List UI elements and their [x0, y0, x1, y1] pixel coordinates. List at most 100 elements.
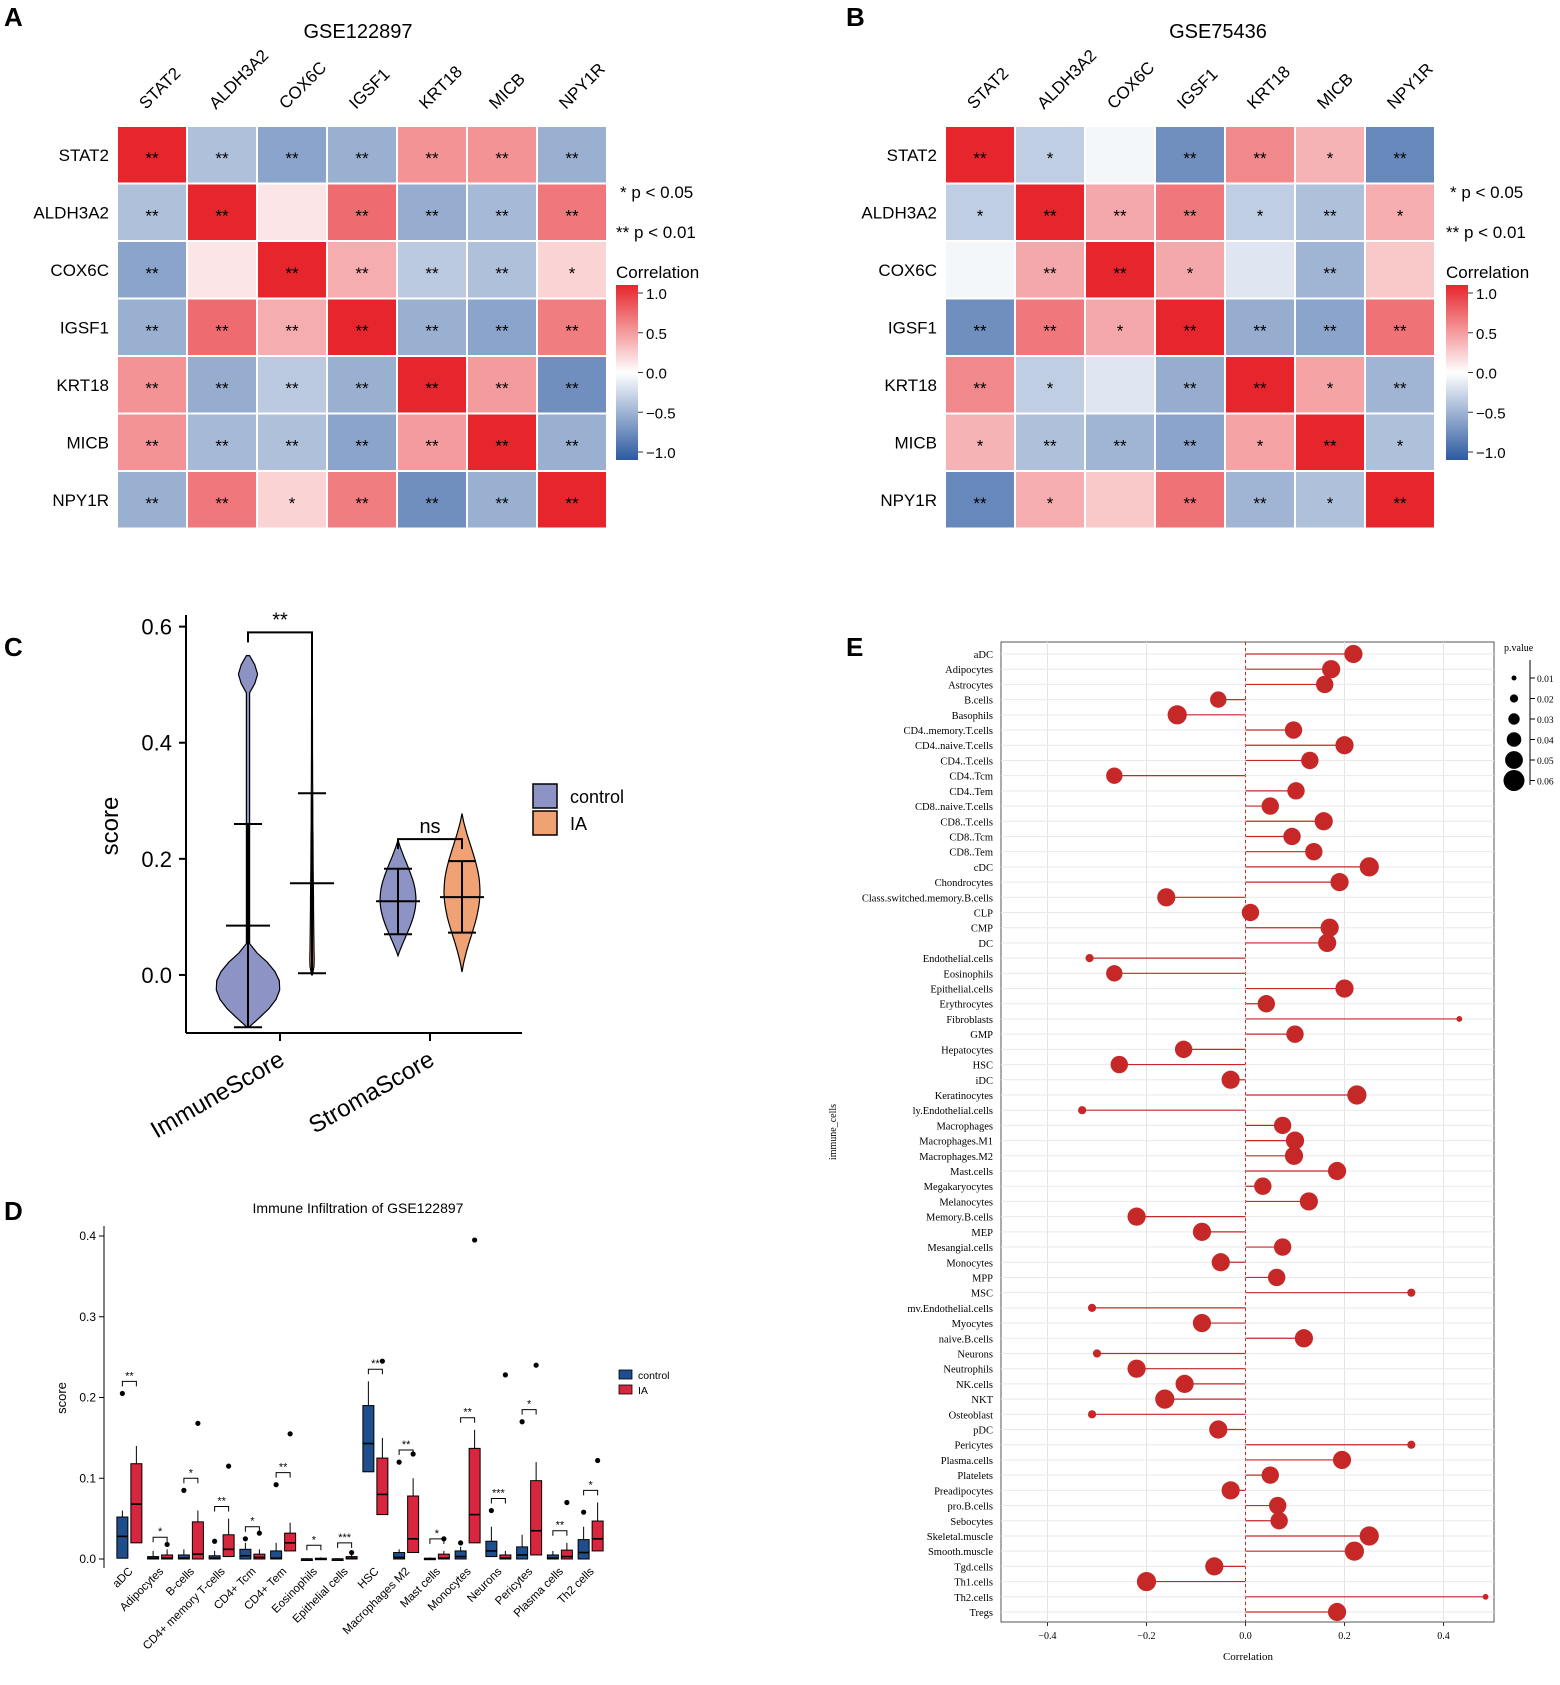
box-outlier	[458, 1540, 464, 1546]
heatmap-cell	[116, 182, 188, 242]
y-tick-label: B.cells	[964, 696, 993, 707]
x-tick-label: StromaScore	[304, 1046, 439, 1139]
heatmap-cell	[1294, 470, 1366, 530]
lollipop-point	[1092, 1349, 1102, 1358]
cell-significance: **	[973, 494, 987, 513]
cell-significance: **	[565, 149, 579, 168]
cell-significance: **	[495, 494, 509, 513]
y-tick-label: NK.cells	[956, 1380, 993, 1391]
cell-significance: **	[1253, 321, 1267, 340]
heatmap-cell	[1084, 412, 1156, 472]
y-tick-label: Tgd.cells	[954, 1562, 993, 1573]
cell-significance: **	[1113, 206, 1127, 225]
significance-label: **	[217, 1496, 226, 1508]
heatmap-cell	[1084, 125, 1156, 185]
lollipop-point	[1273, 1116, 1292, 1135]
size-legend-dot	[1506, 732, 1522, 747]
cell-significance: **	[285, 264, 299, 283]
y-tick-label: Melanocytes	[939, 1197, 993, 1208]
legend-swatch	[532, 810, 558, 836]
cell-significance: **	[425, 264, 439, 283]
sig-legend-2: ** p < 0.01	[616, 223, 696, 242]
row-label: NPY1R	[880, 491, 937, 510]
significance-label: **	[272, 609, 288, 631]
cell-significance: *	[1397, 206, 1404, 225]
size-legend-dot	[1503, 770, 1525, 791]
significance-label: **	[371, 1358, 380, 1370]
legend-swatch	[618, 1384, 633, 1395]
box-body	[468, 1447, 481, 1544]
heatmap-cell	[326, 297, 398, 357]
y-tick-label: pDC	[973, 1426, 993, 1437]
heatmap-cell	[1014, 470, 1086, 530]
heatmap-cell	[1084, 297, 1156, 357]
y-tick-label: Endothelial.cells	[923, 954, 993, 965]
lollipop-point	[1241, 903, 1260, 922]
heatmap-cell	[1014, 182, 1086, 242]
lollipop-point	[1327, 1602, 1347, 1622]
box-outlier	[212, 1538, 218, 1544]
lollipop-point	[1322, 660, 1341, 679]
box-body	[191, 1521, 204, 1560]
colorbar	[616, 285, 638, 460]
plot-frame	[1000, 641, 1495, 1623]
cell-significance: **	[355, 494, 369, 513]
y-tick-label: CLP	[974, 909, 993, 920]
row-label: IGSF1	[60, 318, 109, 337]
y-tick-label: 0.0	[141, 963, 172, 988]
cell-significance: *	[977, 436, 984, 455]
y-tick-label: Adipocytes	[945, 665, 993, 676]
cell-significance: **	[973, 379, 987, 398]
cell-significance: **	[1253, 149, 1267, 168]
lollipop-point	[1110, 1055, 1128, 1074]
y-tick-label: 0.1	[79, 1471, 96, 1485]
boxplot-title: Immune Infiltration of GSE122897	[253, 1200, 464, 1216]
cell-significance: **	[145, 494, 159, 513]
box-outlier	[195, 1420, 201, 1426]
cell-significance: **	[285, 149, 299, 168]
lollipop-point	[1078, 1106, 1087, 1115]
cell-significance: **	[145, 206, 159, 225]
cell-significance: **	[425, 149, 439, 168]
box-body	[454, 1550, 467, 1560]
y-tick-label: Skeletal.muscle	[927, 1532, 994, 1543]
panel-letter-e: E	[846, 632, 863, 662]
cell-significance: **	[1323, 321, 1337, 340]
lollipop-panel-e: −0.4 −0.2 0.0 0.2 0.4 Correlation immune_cells…	[828, 641, 1554, 1663]
box-body	[499, 1554, 512, 1560]
legend-swatch	[532, 783, 558, 809]
lollipop-point	[1344, 644, 1363, 664]
heatmap-cell	[944, 355, 1016, 415]
lollipop-point	[1155, 1389, 1175, 1409]
size-legend-label: 0.04	[1537, 737, 1554, 747]
cell-significance: **	[1323, 264, 1337, 283]
box-outlier	[164, 1541, 170, 1548]
lollipop-point	[1456, 1016, 1463, 1022]
heatmap-cell	[396, 240, 468, 300]
significance-label: *	[250, 1516, 255, 1528]
column-label: NPY1R	[555, 59, 609, 113]
colorbar-title: Correlation	[1446, 263, 1529, 282]
column-label: IGSF1	[345, 65, 393, 113]
panel-letter-a: A	[4, 2, 23, 32]
y-tick-label: CMP	[971, 924, 993, 935]
box-outlier	[287, 1431, 293, 1437]
row-label: MICB	[895, 433, 938, 452]
cell-significance: **	[1393, 379, 1407, 398]
cell-significance: **	[565, 321, 579, 340]
heatmap-cell	[1014, 412, 1086, 472]
row-label: STAT2	[59, 146, 109, 165]
y-tick-label: Macrophages	[936, 1121, 993, 1132]
lollipop-point	[1335, 736, 1354, 755]
cell-significance: **	[355, 379, 369, 398]
significance-label: *	[435, 1528, 440, 1540]
heatmap-cell	[466, 125, 538, 185]
heatmap-cell	[1224, 412, 1296, 472]
y-tick-label: Mast.cells	[950, 1167, 993, 1178]
column-label: KRT18	[1243, 62, 1294, 113]
box-body	[560, 1549, 573, 1560]
y-tick-label: ly.Endothelial.cells	[913, 1106, 993, 1117]
significance-bracket	[337, 1542, 353, 1548]
heatmap-cell	[1154, 470, 1226, 530]
heatmap-cell	[256, 355, 328, 415]
